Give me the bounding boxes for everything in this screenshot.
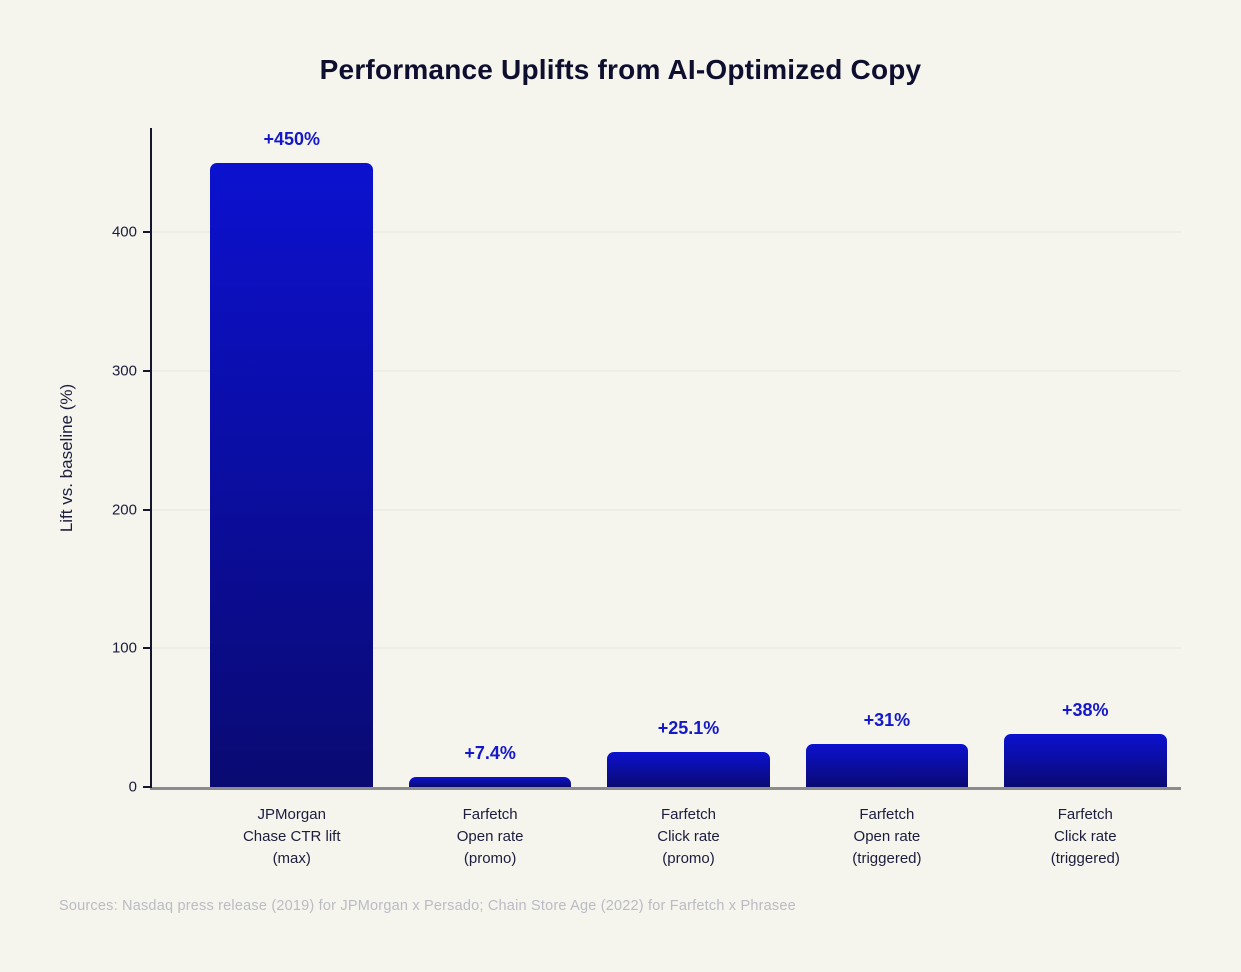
bar-value-label: +31% [863,710,911,730]
x-tick-label: JPMorgan Chase CTR lift (max) [242,806,341,867]
y-tick-label: 0 [128,778,137,796]
bar [210,162,374,787]
y-tick-mark [143,231,152,234]
source-note: Sources: Nasdaq press release (2019) for… [59,898,796,914]
bar [408,776,572,787]
bar [607,752,770,787]
bar-value-label: +7.4% [464,742,516,763]
y-tick-label: 400 [111,223,137,241]
gridline [152,647,1181,649]
x-axis-line [150,787,1181,790]
y-tick-mark [143,508,152,511]
gridline [152,370,1181,372]
y-axis-label: Lift vs. baseline (%) [57,383,76,533]
y-tick-label: 200 [111,501,137,519]
x-tick-label: Farfetch Open rate (triggered) [852,806,922,867]
y-tick-mark [143,369,152,372]
gridline [152,231,1181,233]
bar-value-label: +450% [263,128,321,149]
y-tick-label: 100 [111,639,137,657]
x-tick-label: Farfetch Open rate (promo) [456,806,524,867]
gridline [152,509,1181,511]
bar [1004,734,1167,787]
bar-value-label: +25.1% [657,718,720,739]
y-tick-label: 300 [111,362,137,380]
x-tick-label: Farfetch Click rate (triggered) [1050,806,1120,867]
bar [805,744,969,787]
bar-value-label: +38% [1062,700,1109,721]
y-tick-mark [143,647,152,650]
plot-area: 0 100 200 300 400 +450% JPMorgan Chase CTR lif… [112,128,1181,867]
chart-title: Performance Uplifts from AI-Optimized Co… [319,54,922,85]
y-tick-mark [143,786,152,788]
x-tick-label: Farfetch Click rate (promo) [657,806,720,867]
